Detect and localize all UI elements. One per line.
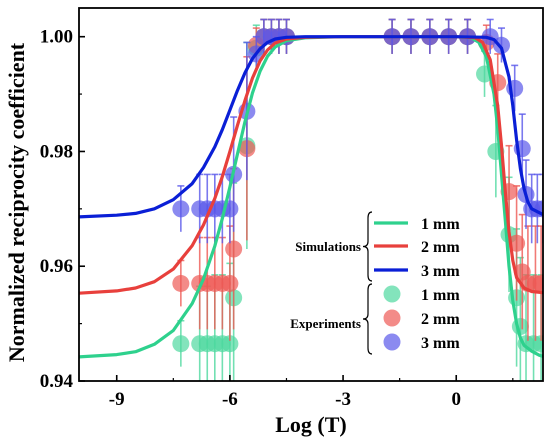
x-tick-label: -3	[335, 389, 351, 410]
experiment-point	[172, 335, 190, 353]
legend-sim-entry-2: 3 mm	[421, 263, 460, 280]
legend-brace-experiments	[362, 283, 373, 355]
legend-sim-entry-0: 1 mm	[421, 216, 460, 233]
y-tick-label: 0.94	[40, 371, 74, 392]
legend: Simulations Experiments 1 mm 2 mm 3 mm 1 mm…	[290, 211, 460, 355]
legend-sim-entry-1: 2 mm	[421, 239, 460, 256]
y-tick-label: 1.00	[40, 27, 73, 48]
legend-marker-1	[383, 309, 401, 327]
y-tick-label: 0.98	[40, 141, 73, 162]
y-tick-label: 0.96	[40, 256, 73, 277]
experiment-point	[225, 240, 243, 258]
x-axis-title: Log (T)	[275, 412, 347, 437]
experiment-point	[221, 274, 239, 292]
plot-frame	[78, 7, 544, 382]
experiment-series-2	[172, 18, 543, 244]
axes: -9 -6 -3 0 0.94 0.96 0.98 1.00	[40, 27, 514, 410]
y-axis-title: Normalized reciprocity coefficient	[4, 42, 29, 362]
experiment-point	[172, 274, 190, 292]
legend-brace-simulations	[362, 211, 373, 282]
x-tick-label: -6	[222, 389, 238, 410]
simulation-line-1	[79, 35, 543, 295]
legend-exp-entry-0: 1 mm	[421, 287, 460, 304]
legend-simulations-label: Simulations	[295, 239, 361, 254]
legend-exp-entry-1: 2 mm	[421, 311, 460, 328]
legend-marker-0	[383, 285, 401, 303]
experiment-point	[172, 200, 190, 218]
simulation-line-2	[79, 35, 543, 219]
simulation-line-0	[79, 35, 543, 359]
experiment-point	[532, 274, 543, 292]
x-tick-label: -9	[109, 389, 125, 410]
legend-exp-entry-2: 3 mm	[421, 335, 460, 352]
legend-marker-2	[383, 333, 401, 351]
legend-experiments-label: Experiments	[290, 316, 361, 331]
x-tick-label: 0	[451, 389, 461, 410]
